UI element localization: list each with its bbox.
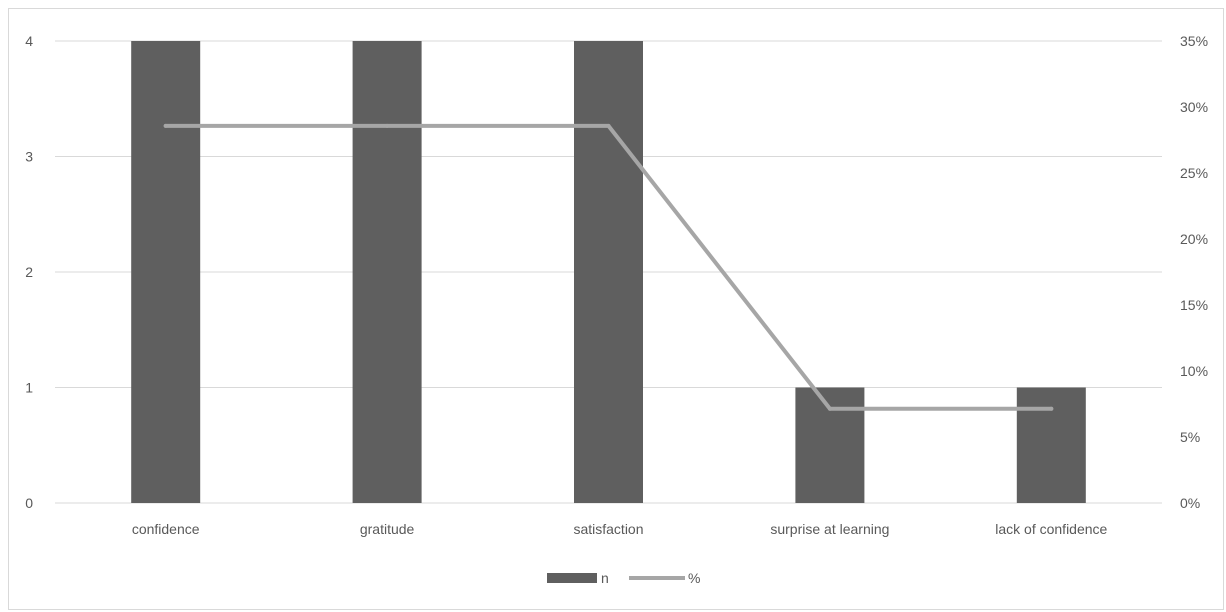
left-axis: 0 1 2 3 4 bbox=[25, 33, 33, 511]
right-tick-label: 30% bbox=[1180, 99, 1208, 115]
left-tick-label: 1 bbox=[25, 380, 33, 396]
bar-series bbox=[131, 41, 1086, 503]
line-point bbox=[606, 123, 611, 128]
category-label: gratitude bbox=[360, 521, 415, 537]
legend-label-percent: % bbox=[688, 570, 700, 586]
left-tick-label: 2 bbox=[25, 264, 33, 280]
line-series bbox=[163, 123, 1054, 411]
right-tick-label: 0% bbox=[1180, 495, 1200, 511]
bar-confidence bbox=[131, 41, 201, 503]
bar-surprise-at-learning bbox=[795, 387, 865, 503]
legend-label-n: n bbox=[601, 570, 609, 586]
right-tick-label: 5% bbox=[1180, 429, 1200, 445]
left-tick-label: 4 bbox=[25, 33, 33, 49]
legend: n% bbox=[547, 570, 700, 586]
right-tick-label: 10% bbox=[1180, 363, 1208, 379]
right-tick-label: 35% bbox=[1180, 33, 1208, 49]
bar-lack-of-confidence bbox=[1016, 387, 1086, 503]
right-tick-label: 25% bbox=[1180, 165, 1208, 181]
right-tick-label: 15% bbox=[1180, 297, 1208, 313]
line-point bbox=[163, 123, 168, 128]
bar-gratitude bbox=[352, 41, 422, 503]
bar-satisfaction bbox=[574, 41, 643, 503]
left-tick-label: 0 bbox=[25, 495, 33, 511]
category-axis: confidence gratitude satisfaction surprise … bbox=[132, 521, 1108, 537]
line-point bbox=[385, 123, 390, 128]
category-label: confidence bbox=[132, 521, 200, 537]
category-label: lack of confidence bbox=[995, 521, 1107, 537]
right-axis: 0% 5% 10% 15% 20% 25% 30% 35% bbox=[1180, 33, 1208, 511]
left-tick-label: 3 bbox=[25, 149, 33, 165]
right-tick-label: 20% bbox=[1180, 231, 1208, 247]
legend-swatch-n bbox=[547, 573, 597, 583]
category-label: surprise at learning bbox=[770, 521, 889, 537]
category-label: satisfaction bbox=[573, 521, 643, 537]
line-point bbox=[1049, 406, 1054, 411]
line-point bbox=[827, 406, 832, 411]
